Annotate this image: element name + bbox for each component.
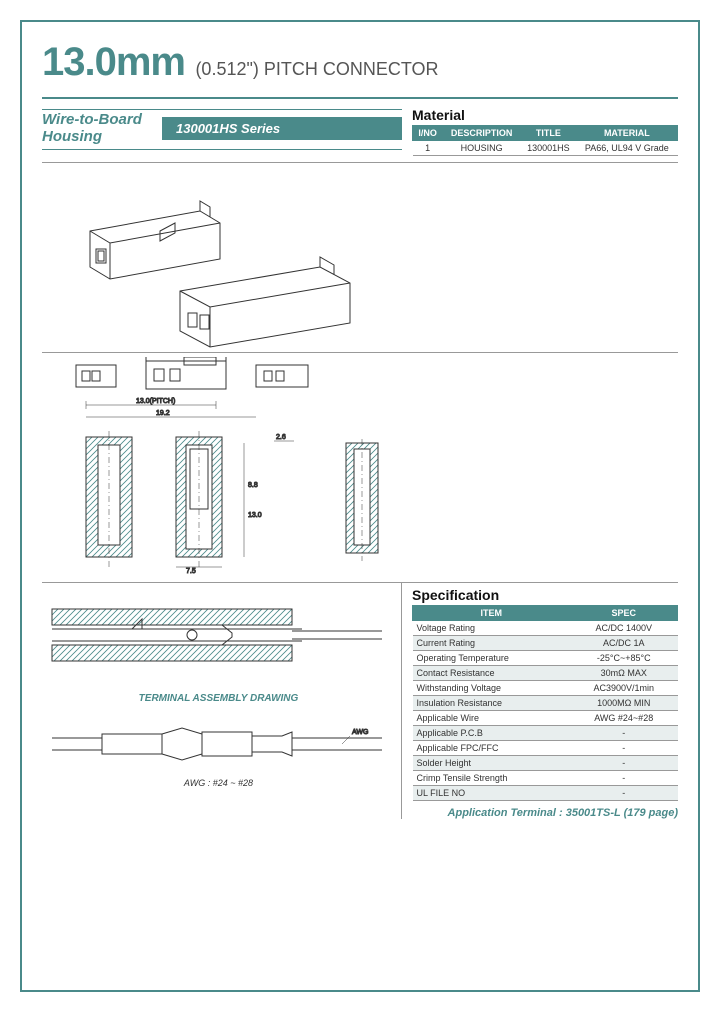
header-left: Wire-to-Board Housing 130001HS Series: [42, 107, 402, 156]
assembly-svg: [42, 589, 392, 689]
spec-cell: -: [570, 771, 678, 786]
ortho-svg: 13.0(PITCH) 19.2: [46, 357, 666, 587]
spec-row: Applicable WireAWG #24~#28: [413, 711, 678, 726]
category-line1: Wire-to-Board: [42, 111, 142, 128]
spec-row: Applicable FPC/FFC-: [413, 741, 678, 756]
title-row: 13.0mm (0.512") PITCH CONNECTOR: [42, 40, 678, 85]
spec-cell: -: [570, 726, 678, 741]
spec-cell: -: [570, 756, 678, 771]
awg-text: AWG: [352, 729, 368, 736]
wire-label: AWG : #24 ~ #28: [42, 778, 395, 788]
terminal-svg: AWG: [42, 708, 392, 778]
dim-75: 7.5: [186, 568, 196, 575]
spec-cell: -: [570, 786, 678, 801]
dim-130: 13.0: [248, 512, 262, 519]
spec-cell: AC/DC 1400V: [570, 621, 678, 636]
title-rule: [42, 97, 678, 99]
dim-pitch: 13.0(PITCH): [136, 398, 175, 405]
mat-row-0: 1 HOUSING 130001HS PA66, UL94 V Grade: [413, 141, 678, 156]
spec-row: Insulation Resistance1000MΩ MIN: [413, 696, 678, 711]
series-rule-bot: [42, 149, 402, 150]
mat-col-2: TITLE: [521, 126, 577, 141]
spec-row: Solder Height-: [413, 756, 678, 771]
header-grid: Wire-to-Board Housing 130001HS Series Ma…: [42, 107, 678, 156]
spec-cell: Solder Height: [413, 756, 570, 771]
series-rule-top: [42, 109, 402, 110]
spec-cell: Insulation Resistance: [413, 696, 570, 711]
spec-row: Contact Resistance30mΩ MAX: [413, 666, 678, 681]
series-badge: 130001HS Series: [162, 117, 402, 140]
spec-cell: UL FILE NO: [413, 786, 570, 801]
spec-cell: Voltage Rating: [413, 621, 570, 636]
mat-0-1: HOUSING: [443, 141, 521, 156]
spec-cell: Applicable P.C.B: [413, 726, 570, 741]
spec-row: Crimp Tensile Strength-: [413, 771, 678, 786]
spec-cell: AWG #24~#28: [570, 711, 678, 726]
spec-cell: Applicable Wire: [413, 711, 570, 726]
spec-cell: AC3900V/1min: [570, 681, 678, 696]
spec-cell: Crimp Tensile Strength: [413, 771, 570, 786]
bottom-grid: TERMINAL ASSEMBLY DRAWING AWG: [42, 583, 678, 819]
spec-row: UL FILE NO-: [413, 786, 678, 801]
series-row: Wire-to-Board Housing 130001HS Series: [42, 112, 402, 145]
spec-table: ITEM SPEC Voltage RatingAC/DC 1400VCurre…: [412, 605, 678, 801]
mat-col-0: I/NO: [413, 126, 443, 141]
spec-cell: Applicable FPC/FFC: [413, 741, 570, 756]
material-heading: Material: [412, 107, 678, 123]
spec-cell: 30mΩ MAX: [570, 666, 678, 681]
spec-row: Operating Temperature-25°C~+85°C: [413, 651, 678, 666]
assembly-column: TERMINAL ASSEMBLY DRAWING AWG: [42, 583, 402, 819]
spec-cell: -25°C~+85°C: [570, 651, 678, 666]
category-label: Wire-to-Board Housing: [42, 112, 152, 145]
spec-cell: Withstanding Voltage: [413, 681, 570, 696]
spec-cell: Current Rating: [413, 636, 570, 651]
dim-88: 8.8: [248, 482, 258, 489]
spec-heading: Specification: [412, 587, 678, 603]
spec-column: Specification ITEM SPEC Voltage RatingAC…: [412, 583, 678, 819]
dim-192: 19.2: [156, 410, 170, 417]
spec-row: Voltage RatingAC/DC 1400V: [413, 621, 678, 636]
mat-col-3: MATERIAL: [576, 126, 677, 141]
spec-col-1: SPEC: [570, 606, 678, 621]
mat-0-2: 130001HS: [521, 141, 577, 156]
title-sub: (0.512") PITCH CONNECTOR: [195, 59, 438, 79]
spec-cell: Contact Resistance: [413, 666, 570, 681]
drawing-zone: 13.0(PITCH) 19.2: [42, 162, 678, 819]
category-line2: Housing: [42, 128, 102, 145]
title-main: 13.0mm: [42, 40, 185, 84]
datasheet-page: 13.0mm (0.512") PITCH CONNECTOR Wire-to-…: [20, 20, 700, 992]
application-note: Application Terminal : 35001TS-L (179 pa…: [412, 807, 678, 819]
dim-26: 2.6: [276, 434, 286, 441]
assembly-label: TERMINAL ASSEMBLY DRAWING: [42, 693, 395, 704]
spec-cell: AC/DC 1A: [570, 636, 678, 651]
spec-row: Current RatingAC/DC 1A: [413, 636, 678, 651]
spec-cell: Operating Temperature: [413, 651, 570, 666]
spec-col-0: ITEM: [413, 606, 570, 621]
spec-cell: 1000MΩ MIN: [570, 696, 678, 711]
spec-row: Withstanding VoltageAC3900V/1min: [413, 681, 678, 696]
ortho-drawing: 13.0(PITCH) 19.2: [42, 353, 678, 583]
iso-drawing: [42, 163, 678, 353]
header-right: Material I/NO DESCRIPTION TITLE MATERIAL…: [412, 107, 678, 156]
mat-0-3: PA66, UL94 V Grade: [576, 141, 677, 156]
iso-svg: [50, 171, 410, 351]
mat-0-0: 1: [413, 141, 443, 156]
mat-col-1: DESCRIPTION: [443, 126, 521, 141]
material-table: I/NO DESCRIPTION TITLE MATERIAL 1 HOUSIN…: [412, 125, 678, 156]
spec-cell: -: [570, 741, 678, 756]
spec-row: Applicable P.C.B-: [413, 726, 678, 741]
